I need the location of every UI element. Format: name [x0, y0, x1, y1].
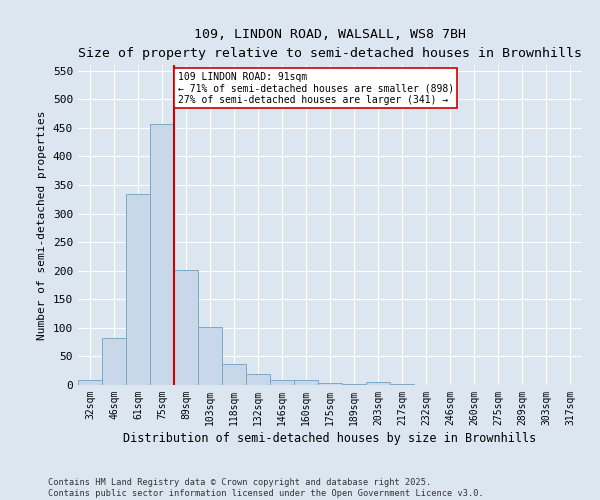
Y-axis label: Number of semi-detached properties: Number of semi-detached properties: [37, 110, 47, 340]
Text: 109 LINDON ROAD: 91sqm
← 71% of semi-detached houses are smaller (898)
27% of se: 109 LINDON ROAD: 91sqm ← 71% of semi-det…: [178, 72, 454, 105]
X-axis label: Distribution of semi-detached houses by size in Brownhills: Distribution of semi-detached houses by …: [124, 432, 536, 445]
Bar: [126, 194, 150, 385]
Bar: [342, 384, 366, 385]
Bar: [78, 380, 102, 385]
Bar: [198, 328, 222, 385]
Title: 109, LINDON ROAD, WALSALL, WS8 7BH
Size of property relative to semi-detached ho: 109, LINDON ROAD, WALSALL, WS8 7BH Size …: [78, 28, 582, 60]
Text: Contains HM Land Registry data © Crown copyright and database right 2025.
Contai: Contains HM Land Registry data © Crown c…: [48, 478, 484, 498]
Bar: [270, 380, 294, 385]
Bar: [222, 364, 246, 385]
Bar: [390, 384, 414, 385]
Bar: [174, 270, 198, 385]
Bar: [246, 374, 270, 385]
Bar: [366, 382, 390, 385]
Bar: [294, 380, 318, 385]
Bar: [150, 124, 174, 385]
Bar: [318, 382, 342, 385]
Bar: [102, 338, 126, 385]
